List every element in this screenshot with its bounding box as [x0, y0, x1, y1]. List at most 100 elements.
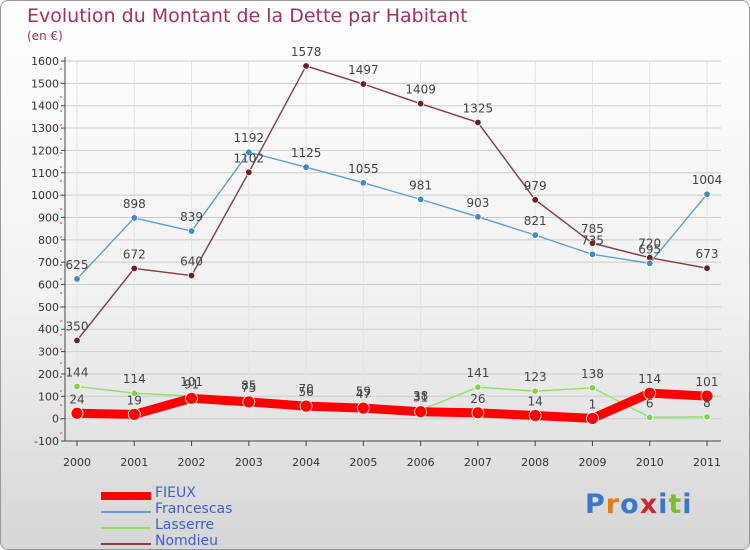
y-tick-label: 0 — [52, 413, 59, 426]
x-tick-label: 2009 — [578, 456, 606, 469]
data-label-nomdieu: 1409 — [405, 83, 436, 97]
axis-dot — [60, 376, 62, 378]
data-point-fieux — [299, 399, 313, 413]
data-label-nomdieu: 672 — [123, 247, 146, 261]
data-label-fieux: 114 — [638, 372, 661, 386]
axis-dot — [60, 264, 62, 266]
data-point-francescas — [73, 275, 81, 283]
data-label-fieux: 101 — [696, 375, 719, 389]
chart-title: Evolution du Montant de la Dette par Hab… — [27, 5, 468, 27]
y-tick-label: 300 — [38, 346, 59, 359]
y-tick-label: 1100 — [31, 167, 59, 180]
y-tick-label: 1600 — [31, 55, 59, 68]
data-label-nomdieu: 673 — [696, 247, 719, 261]
data-point-fieux — [586, 412, 599, 425]
data-label-francescas: 625 — [66, 258, 89, 272]
y-tick-label: 1500 — [31, 77, 59, 90]
data-label-nomdieu: 1102 — [234, 151, 265, 165]
data-label-francescas: 735 — [581, 233, 604, 247]
axis-dot — [60, 292, 62, 294]
axis-dot — [60, 124, 62, 126]
legend-label-francescas: Francescas — [155, 501, 233, 517]
y-tick-label: 400 — [38, 323, 59, 336]
axis-dot — [60, 68, 62, 70]
data-label-nomdieu: 979 — [524, 179, 547, 193]
data-point-francescas — [245, 148, 253, 156]
data-point-francescas — [187, 227, 196, 235]
data-label-nomdieu: 640 — [180, 255, 203, 269]
data-label-lasserre: 114 — [123, 372, 146, 386]
legend-label-fieux: FIEUX — [155, 485, 196, 501]
data-point-nomdieu — [703, 264, 711, 272]
data-label-lasserre: 85 — [241, 379, 256, 393]
y-tick-label: -100 — [34, 435, 59, 448]
data-label-francescas: 981 — [409, 178, 432, 192]
data-point-fieux — [356, 401, 370, 415]
data-point-lasserre — [130, 389, 138, 397]
series-line-fieux — [72, 388, 712, 423]
legend-swatch-francescas — [101, 511, 151, 513]
axis-dot — [60, 236, 62, 238]
y-tick-label: 700 — [38, 256, 59, 269]
data-label-francescas: 1125 — [291, 146, 322, 160]
data-point-nomdieu — [130, 264, 138, 273]
data-label-lasserre: 70 — [298, 382, 313, 396]
logo-letter: o — [620, 489, 640, 520]
x-tick-label: 2000 — [63, 456, 91, 469]
data-point-nomdieu — [187, 271, 196, 280]
data-label-francescas: 839 — [180, 210, 203, 224]
axis-dot — [60, 82, 62, 84]
x-tick-label: 2005 — [349, 456, 377, 469]
data-label-lasserre: 144 — [66, 365, 89, 379]
data-label-nomdieu: 1578 — [291, 45, 322, 59]
axis-dot — [60, 138, 62, 140]
x-tick-label: 2011 — [693, 456, 721, 469]
data-label-lasserre: 6 — [646, 396, 654, 410]
data-label-francescas: 898 — [123, 197, 146, 211]
logo-letter: i — [658, 489, 669, 520]
y-tick-label: 800 — [38, 234, 59, 247]
data-point-francescas — [474, 213, 482, 221]
y-tick-label: 100 — [38, 390, 59, 403]
data-point-fieux — [643, 386, 657, 400]
data-label-fieux: 91 — [184, 377, 199, 391]
axis-dot — [60, 348, 62, 350]
logo-letter: x — [639, 489, 659, 520]
axis-dot — [60, 208, 62, 210]
axis-dot — [60, 320, 62, 322]
x-tick-label: 2006 — [407, 456, 435, 469]
data-label-francescas: 1055 — [348, 162, 379, 176]
data-point-nomdieu — [416, 99, 425, 108]
data-point-nomdieu — [588, 239, 597, 247]
y-tick-label: 900 — [38, 211, 59, 224]
legend-label-nomdieu: Nomdieu — [155, 533, 218, 549]
y-tick-label: 200 — [38, 368, 59, 381]
data-point-nomdieu — [531, 196, 539, 204]
axis-dot — [60, 250, 62, 252]
data-label-francescas: 1192 — [234, 131, 265, 145]
axis-dot — [60, 404, 62, 406]
data-label-fieux: 19 — [127, 393, 142, 407]
data-point-francescas — [646, 259, 654, 267]
data-label-lasserre: 138 — [581, 367, 604, 381]
chart-subtitle: (en €) — [27, 29, 63, 43]
data-point-francescas — [531, 231, 539, 239]
axis-dot — [60, 194, 62, 196]
axis-dot — [60, 152, 62, 154]
x-tick-label: 2008 — [521, 456, 549, 469]
data-point-fieux — [700, 389, 714, 403]
data-label-francescas: 821 — [524, 214, 547, 228]
data-point-fieux — [471, 406, 485, 420]
data-label-lasserre: 59 — [356, 384, 371, 398]
data-label-fieux: 24 — [69, 392, 84, 406]
data-label-lasserre: 38 — [413, 389, 428, 403]
y-tick-label: 1200 — [31, 144, 59, 157]
axis-dot — [60, 96, 62, 98]
axis-dot — [60, 362, 62, 364]
axis-dot — [60, 306, 62, 308]
logo-letter: r — [605, 489, 621, 520]
axis-dot — [60, 334, 62, 336]
data-label-lasserre: 141 — [466, 366, 489, 380]
legend-swatch-fieux — [101, 492, 151, 500]
